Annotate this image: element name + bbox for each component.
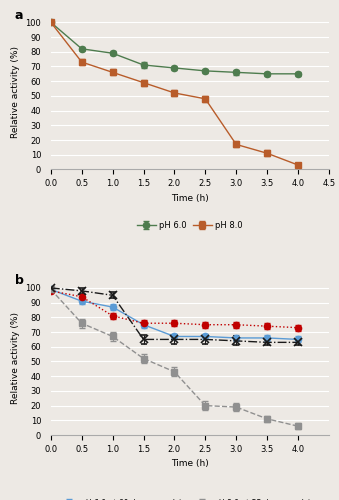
Y-axis label: Relative activity (%): Relative activity (%) (11, 312, 20, 404)
X-axis label: Time (h): Time (h) (171, 460, 209, 468)
Y-axis label: Relative activity (%): Relative activity (%) (11, 46, 20, 138)
Legend: pH 6.0 at 60 degrees celsius, pH 6.0 at 70 degree celsius, pH 8.0 at 55 degree c: pH 6.0 at 60 degrees celsius, pH 6.0 at … (58, 496, 322, 500)
X-axis label: Time (h): Time (h) (171, 194, 209, 202)
Text: a: a (15, 9, 23, 22)
Legend: pH 6.0, pH 8.0: pH 6.0, pH 8.0 (134, 218, 246, 233)
Text: b: b (15, 274, 24, 287)
